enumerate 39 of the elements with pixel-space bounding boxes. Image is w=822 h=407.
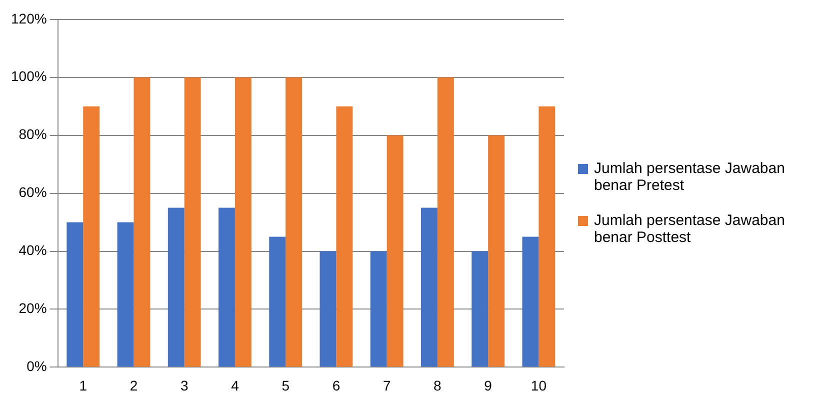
bar xyxy=(168,208,184,367)
bar xyxy=(386,135,404,367)
bar xyxy=(538,106,556,367)
x-tick-label: 1 xyxy=(79,377,88,394)
x-tick-label: 6 xyxy=(332,377,340,394)
y-tick-label: 80% xyxy=(18,126,47,142)
bar xyxy=(184,77,201,367)
bar xyxy=(234,77,252,367)
x-tick-label: 10 xyxy=(530,377,547,394)
bar xyxy=(488,135,505,367)
bar xyxy=(437,77,454,367)
bar xyxy=(522,236,539,367)
bar xyxy=(421,208,438,367)
bar xyxy=(269,236,286,367)
bar xyxy=(117,222,134,367)
legend-label: Jumlah persentase Jawaban benar Posttest xyxy=(594,212,786,246)
bar xyxy=(472,251,488,367)
bar xyxy=(218,208,235,367)
x-tick-label: 3 xyxy=(180,377,188,394)
x-tick-label: 2 xyxy=(130,377,138,394)
y-tick-label: 100% xyxy=(10,68,47,84)
x-tick-label: 5 xyxy=(282,377,290,394)
y-tick-label: 0% xyxy=(26,358,47,374)
bar xyxy=(134,77,150,367)
bar xyxy=(320,251,336,367)
y-tick-label: 20% xyxy=(18,300,47,316)
y-tick-label: 60% xyxy=(18,184,47,200)
y-tick-label: 40% xyxy=(18,242,47,258)
x-tick-label: 8 xyxy=(434,377,442,394)
x-tick-label: 7 xyxy=(382,377,391,394)
bar xyxy=(286,77,302,367)
bar xyxy=(83,106,100,367)
y-tick-label: 120% xyxy=(10,10,47,26)
x-tick-label: 9 xyxy=(484,377,492,394)
bar xyxy=(370,251,387,367)
bar xyxy=(66,222,84,367)
legend-label: Jumlah persentase Jawaban benar Pretest xyxy=(594,160,786,194)
x-tick-label: 4 xyxy=(231,377,240,394)
bar xyxy=(336,106,353,367)
